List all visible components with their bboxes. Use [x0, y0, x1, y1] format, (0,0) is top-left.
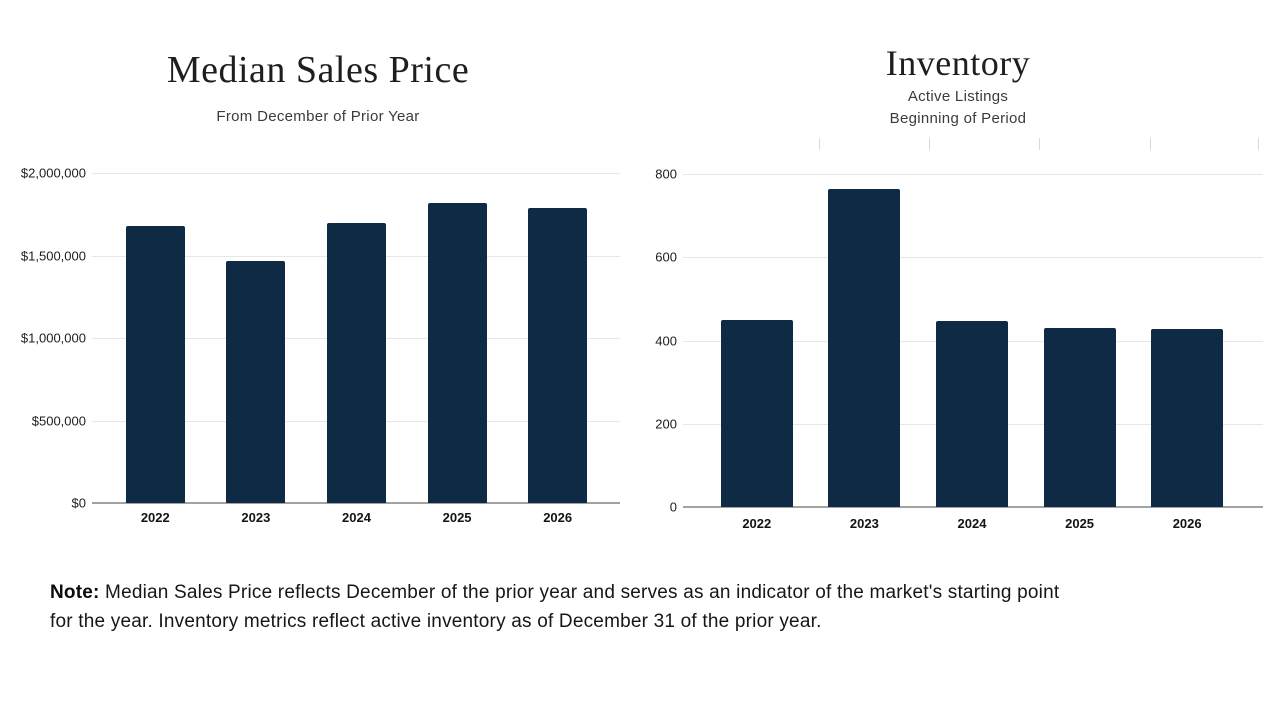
bar-2024 — [935, 321, 1008, 507]
bar-slot — [105, 173, 206, 503]
x-axis-label: 2022 — [140, 510, 170, 525]
note-text-line1: Median Sales Price reflects December of … — [99, 582, 1060, 603]
top-tick — [928, 138, 930, 150]
y-axis-labels: $2,000,000 $1,500,000 $1,000,000 $500,000 $0 — [0, 166, 86, 511]
chart-title: Inventory — [885, 43, 1031, 83]
plot-area: 2022 2023 2024 2025 2026 — [92, 173, 620, 525]
bar-2022 — [125, 225, 185, 503]
x-axis-line — [92, 502, 620, 504]
x-axis-labels: 2022 2023 2024 2025 2026 — [703, 516, 1241, 531]
y-axis-label: $2,000,000 — [20, 165, 86, 181]
y-axis-labels: 800 600 400 200 0 — [597, 167, 677, 515]
bar-2023 — [828, 188, 901, 507]
bar-series — [703, 174, 1241, 507]
note-text-line2: for the year. Inventory metrics reflect … — [50, 610, 822, 632]
y-axis-label: 400 — [655, 333, 677, 348]
y-axis-label: 600 — [655, 249, 677, 265]
y-axis-label: 800 — [655, 166, 677, 182]
top-tick — [1257, 138, 1259, 150]
y-axis-label: $0 — [71, 495, 86, 511]
bar-slot — [306, 173, 407, 503]
bar-2023 — [226, 261, 286, 503]
top-tick — [818, 138, 820, 150]
top-tick — [1149, 138, 1151, 150]
gridline — [683, 174, 1263, 175]
x-axis-label: 2024 — [957, 516, 987, 531]
x-axis-label: 2023 — [241, 510, 271, 525]
chart-subtitle-line: Beginning of Period — [889, 110, 1027, 127]
bar-slot — [507, 173, 608, 503]
chart-subtitle-line: Active Listings — [907, 88, 1009, 105]
chart-subtitle: From December of Prior Year — [216, 108, 420, 125]
x-axis-label: 2022 — [742, 516, 772, 531]
bar-slot — [918, 174, 1026, 507]
bar-slot — [811, 174, 919, 507]
y-axis-label: $500,000 — [31, 413, 86, 428]
bar-slot — [206, 173, 307, 503]
bar-slot — [407, 173, 508, 503]
x-axis-label: 2025 — [442, 510, 472, 525]
note-label: Note: — [50, 582, 100, 603]
x-axis-label: 2026 — [543, 510, 573, 525]
bar-slot — [1026, 174, 1134, 507]
x-axis-label: 2023 — [849, 516, 879, 531]
chart-header: Inventory Active Listings Beginning of P… — [708, 42, 1208, 130]
plot-area: 2022 2023 2024 2025 2026 — [683, 138, 1263, 531]
bar-2024 — [326, 223, 386, 503]
chart-title: Median Sales Price — [166, 49, 470, 91]
bar-series — [105, 173, 608, 503]
y-axis-label: 0 — [669, 499, 677, 515]
chart-subtitle: Active Listings Beginning of Period — [708, 86, 1208, 130]
bar-slot — [1133, 174, 1241, 507]
note: Note: Median Sales Price reflects Decemb… — [50, 579, 1250, 636]
x-axis-label: 2024 — [342, 510, 371, 525]
x-axis-label: 2026 — [1172, 516, 1202, 531]
bar-2025 — [427, 202, 487, 503]
x-axis-line — [683, 506, 1263, 508]
gridline — [92, 173, 620, 174]
gridline — [683, 257, 1263, 259]
y-axis-label: $1,500,000 — [20, 248, 86, 263]
bar-2022 — [720, 319, 793, 507]
y-axis-label: $1,000,000 — [20, 330, 86, 346]
chart-header: Median Sales Price From December of Prio… — [68, 48, 568, 128]
top-axis-ticks — [683, 138, 1263, 150]
bar-2026 — [1151, 328, 1224, 507]
bar-2026 — [528, 207, 588, 503]
top-tick — [1039, 138, 1041, 150]
bar-slot — [703, 174, 811, 507]
x-axis-labels: 2022 2023 2024 2025 2026 — [105, 510, 608, 525]
y-axis-label: 200 — [655, 416, 677, 432]
bar-2025 — [1043, 327, 1116, 507]
x-axis-label: 2025 — [1065, 516, 1095, 531]
